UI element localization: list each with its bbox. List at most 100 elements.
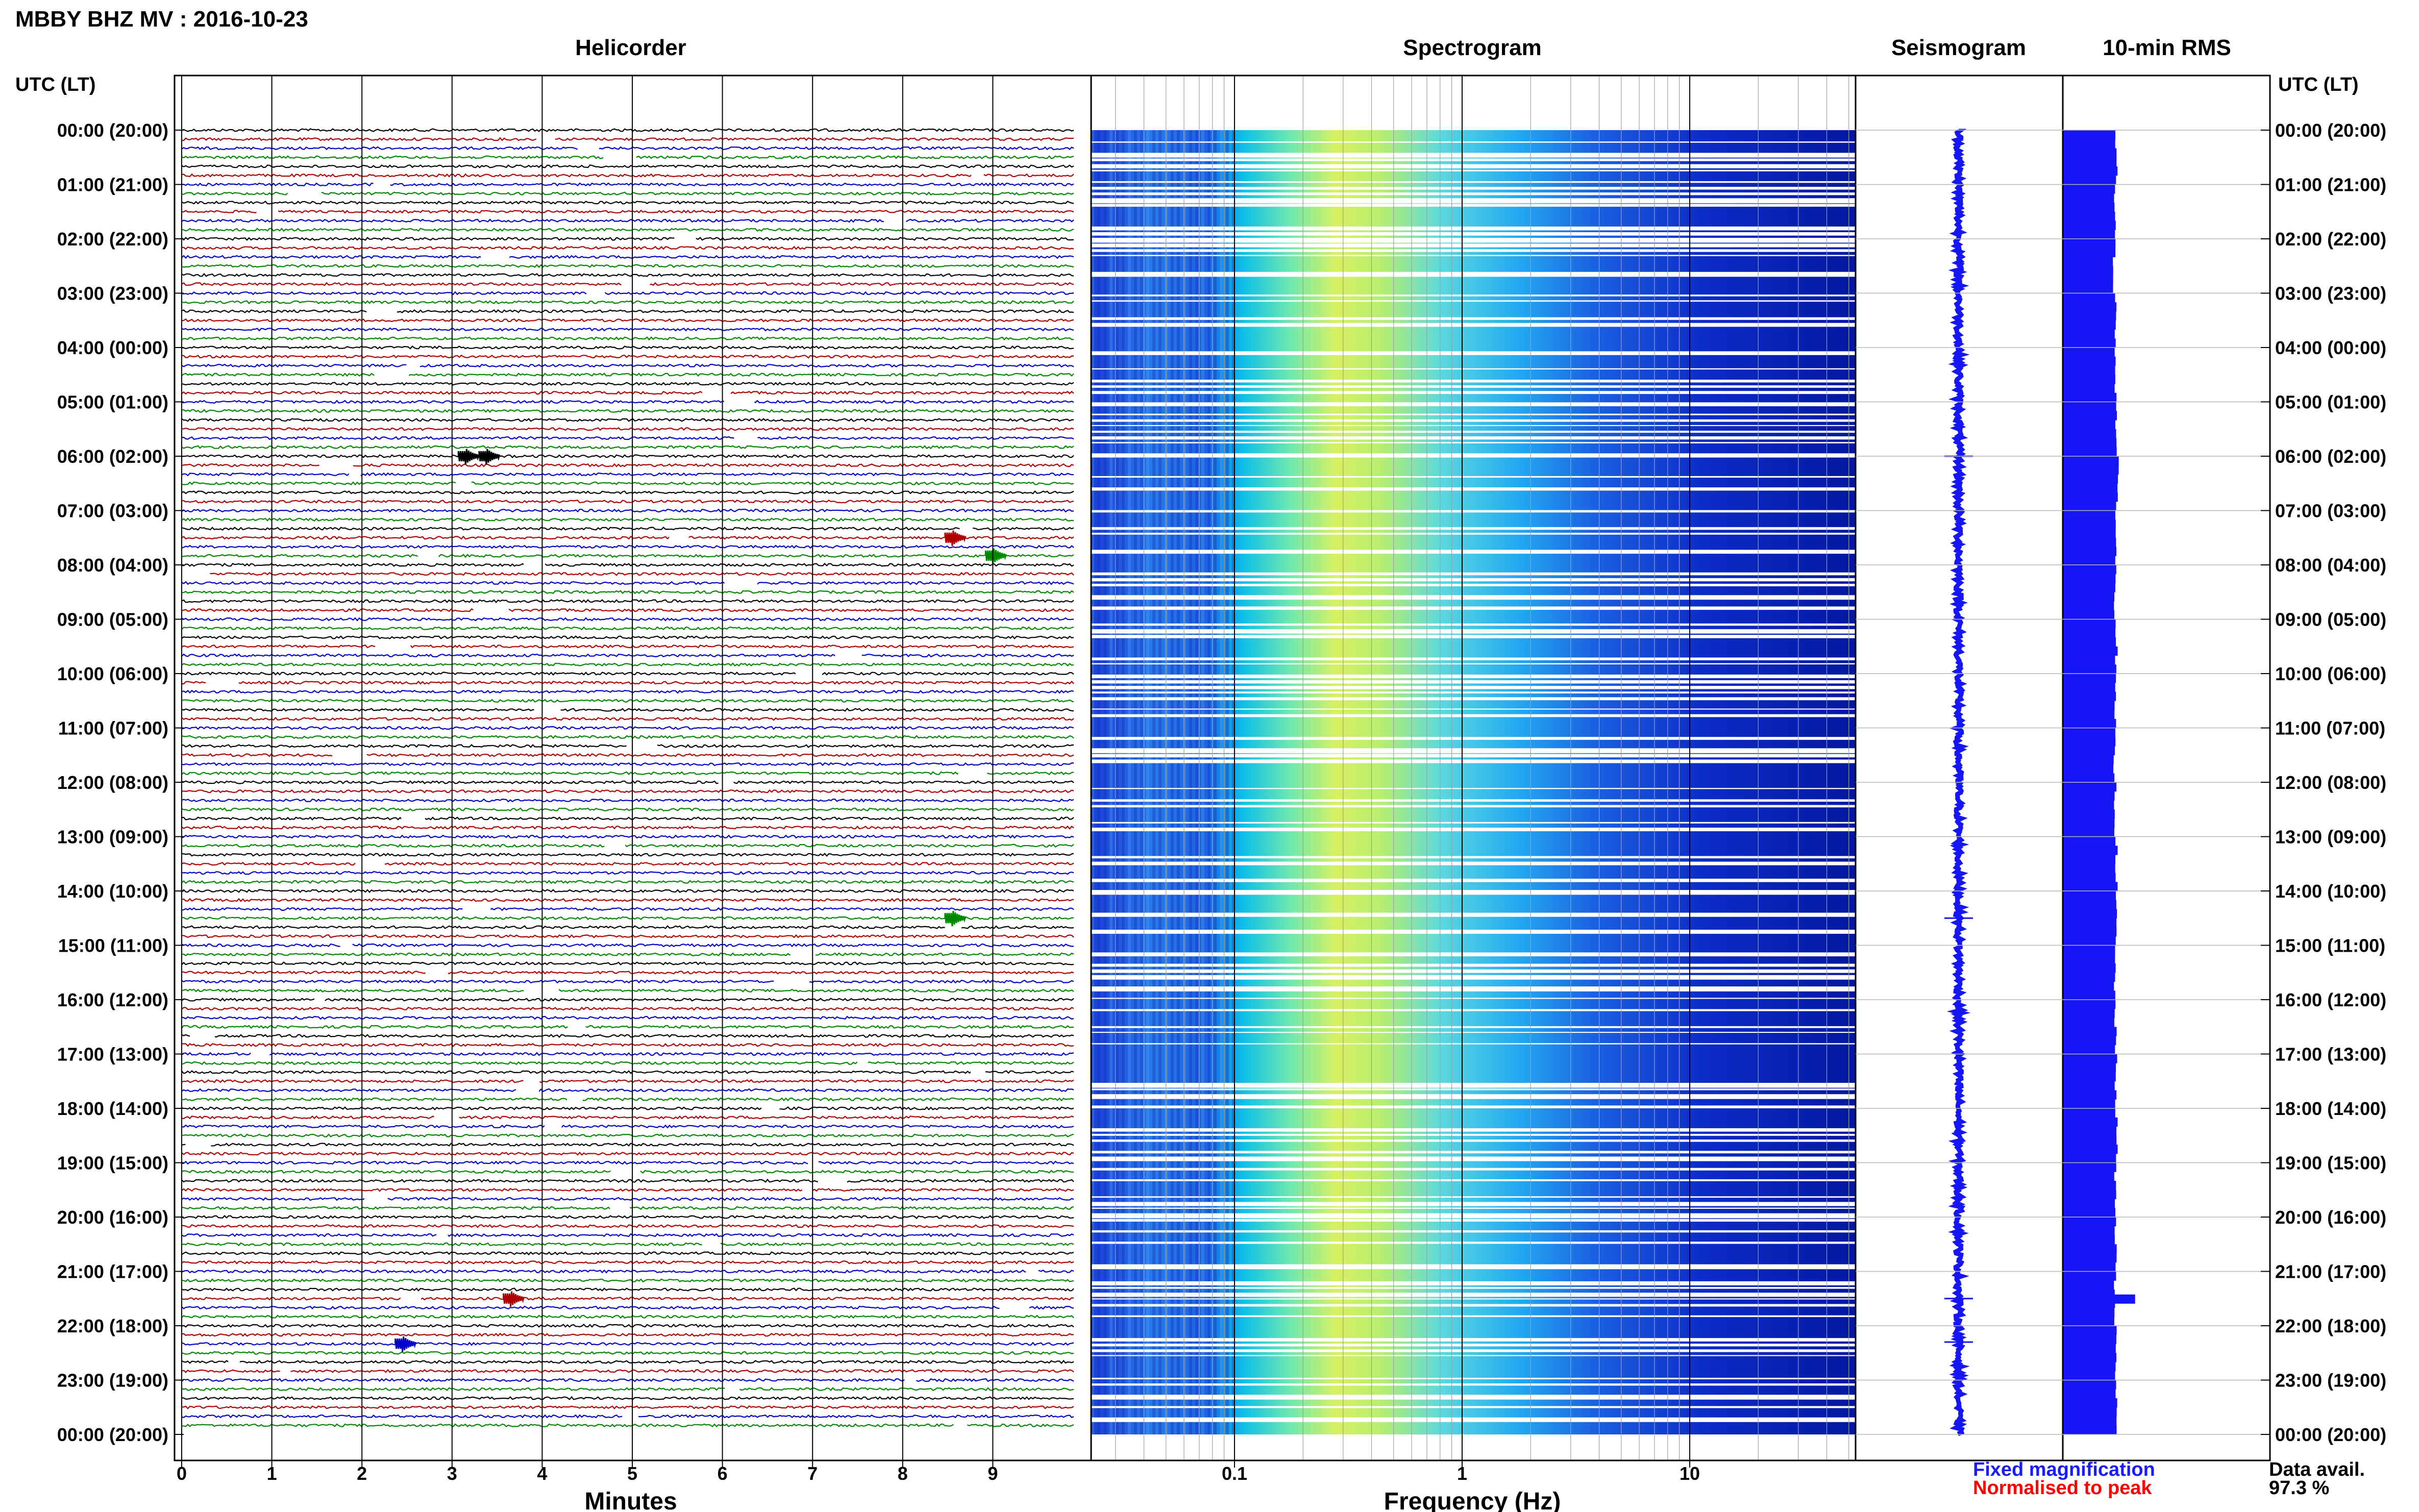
helicorder-gap	[340, 942, 353, 949]
helicorder-gap	[536, 136, 555, 142]
helicorder-trace	[181, 780, 1074, 784]
spectrogram-data-gap	[1091, 1083, 1856, 1088]
spectrogram-data-gap	[1091, 453, 1856, 458]
spectrogram-data-gap	[1091, 822, 1856, 824]
helicorder-gap	[761, 1105, 780, 1111]
helicorder-trace	[181, 354, 1074, 359]
hour-tick-label-left: 21:00 (17:00)	[57, 1261, 168, 1282]
hour-tick-label-right: 08:00 (04:00)	[2275, 555, 2386, 576]
spectrogram-data-gap	[1091, 141, 1856, 143]
helicorder-trace	[181, 1278, 1074, 1283]
rms-bar	[2063, 329, 2115, 339]
spectrogram-data-gap	[1091, 998, 1856, 999]
helicorder-gap	[373, 181, 390, 188]
helicorder-trace	[181, 970, 1074, 975]
rms-bar	[2063, 220, 2116, 230]
minute-tick-label: 0	[177, 1463, 187, 1484]
spectrogram-lowfreq-bin	[1097, 130, 1100, 1434]
helicorder-gap	[835, 652, 862, 659]
hour-tick-label-right: 05:00 (01:00)	[2275, 392, 2386, 413]
helicorder-trace	[181, 825, 1074, 830]
helicorder-trace	[181, 961, 1074, 966]
rms-bar	[2063, 1172, 2114, 1181]
spectrogram-data-gap	[1091, 1377, 1856, 1379]
helicorder-gap	[481, 254, 510, 260]
spectrogram-data-gap	[1091, 1338, 1856, 1342]
helicorder-gap	[406, 362, 420, 369]
spectrogram-data-gap	[1091, 1009, 1856, 1011]
helicorder-trace	[181, 1396, 1074, 1400]
hour-tick-label-left: 05:00 (01:00)	[57, 392, 168, 413]
helicorder-trace	[181, 572, 1074, 576]
spectrogram-data-gap	[1091, 606, 1856, 610]
hour-tick-label-right: 09:00 (05:00)	[2275, 609, 2386, 630]
helicorder-trace	[181, 400, 1074, 404]
spectrogram-data-gap	[1091, 986, 1856, 992]
helicorder-gap	[577, 145, 600, 152]
rms-bar	[2063, 230, 2115, 239]
rms-bar	[2063, 148, 2117, 158]
helicorder-trace	[181, 1369, 1074, 1373]
helicorder-trace	[181, 1269, 1074, 1274]
data-avail-label: Data avail.	[2269, 1459, 2365, 1480]
rms-bar	[2063, 873, 2116, 882]
helicorder-trace	[181, 409, 1074, 413]
helicorder-trace	[181, 517, 1074, 522]
rms-bar	[2063, 247, 2116, 258]
rms-bar	[2063, 392, 2117, 403]
hour-tick-label-right: 17:00 (13:00)	[2275, 1044, 2386, 1065]
rms-bar	[2063, 311, 2116, 321]
helicorder-gap	[319, 462, 353, 468]
helicorder-trace	[181, 1332, 1074, 1337]
spectrogram-lowfreq-bin	[1177, 130, 1180, 1434]
rms-bar	[2063, 556, 2115, 565]
rms-bar	[2063, 239, 2116, 249]
spectrogram-data-gap	[1091, 1179, 1856, 1181]
helicorder-event	[394, 1336, 417, 1352]
spectrogram-data-gap	[1091, 550, 1856, 554]
spectrogram-lowfreq-bin	[1214, 130, 1217, 1434]
spectrogram-lowfreq-bin	[1103, 130, 1106, 1434]
rms-bar	[2063, 936, 2116, 946]
spectrogram-data-gap	[1091, 204, 1856, 207]
helicorder-trace	[181, 264, 1074, 268]
hour-tick-label-left: 13:00 (09:00)	[57, 827, 168, 848]
spectrogram-data-gap	[1091, 861, 1856, 865]
helicorder-trace	[181, 173, 1074, 178]
spectrogram-data-gap	[1091, 1315, 1856, 1317]
spectrogram-data-gap	[1091, 1139, 1856, 1142]
hour-tick-label-left: 18:00 (14:00)	[57, 1098, 168, 1119]
rms-bar	[2063, 909, 2117, 919]
rms-bar	[2063, 348, 2115, 357]
axes-layer: 00:00 (20:00) 00:00 (20:00) 01:00 (21:00) 0…	[57, 75, 2386, 1484]
seismogram-title: Seismogram	[1891, 35, 2026, 60]
helicorder-gap	[287, 190, 322, 197]
helicorder-trace	[181, 988, 1074, 993]
helicorder-trace	[181, 236, 1074, 241]
freq-tick-label: 1	[1457, 1463, 1467, 1484]
hour-tick-label-left: 09:00 (05:00)	[57, 609, 168, 630]
rms-bar	[2063, 474, 2118, 484]
spectrogram-data-gap	[1091, 164, 1856, 168]
helicorder-trace	[181, 816, 1074, 821]
helicorder-gap	[604, 842, 626, 849]
spectrogram-data-gap	[1091, 584, 1856, 586]
rms-bar	[2063, 891, 2116, 901]
spectrogram-data-gap	[1091, 1088, 1856, 1090]
spectrogram-data-gap	[1091, 169, 1856, 171]
spectrogram-data-gap	[1091, 487, 1856, 491]
spectrogram-data-gap	[1091, 385, 1856, 388]
rms-bar	[2063, 1027, 2117, 1036]
rms-bar	[2063, 1063, 2116, 1073]
hour-tick-label-right: 23:00 (19:00)	[2275, 1370, 2386, 1391]
helicorder-gap	[702, 389, 731, 396]
helicorder-trace	[181, 716, 1074, 721]
helicorder-trace	[181, 490, 1074, 494]
rms-bar	[2063, 157, 2117, 167]
freq-tick-label: 10	[1680, 1463, 1700, 1484]
helicorder-trace	[181, 952, 1074, 957]
rms-bar	[2063, 900, 2116, 910]
spectrogram-lowfreq-bin	[1109, 130, 1113, 1434]
helicorder-trace	[181, 1106, 1074, 1110]
spectrogram-data-gap	[1091, 799, 1856, 802]
